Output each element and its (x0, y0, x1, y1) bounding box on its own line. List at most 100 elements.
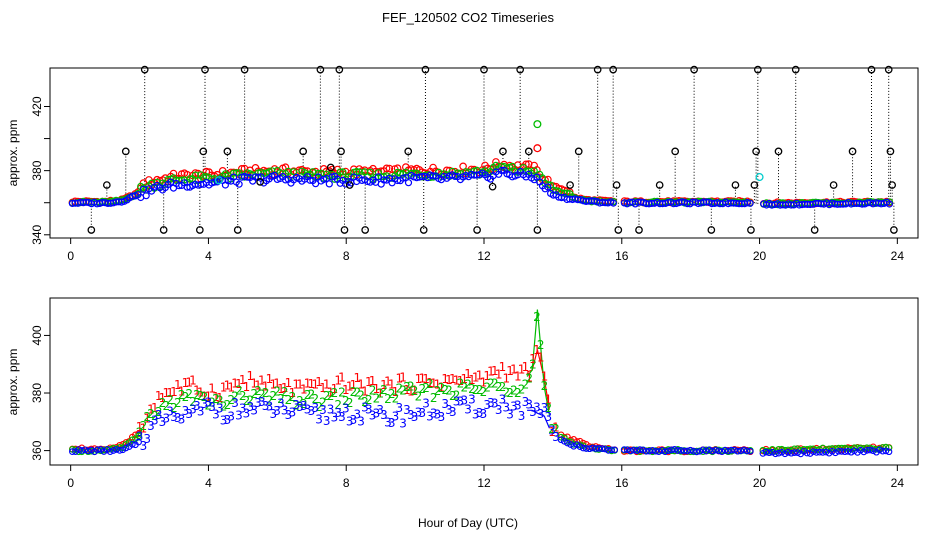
bottom-digit-marker-series-3: 3 (464, 403, 472, 417)
bottom-digit-marker-series-2: 2 (250, 387, 258, 401)
bottom-digit-marker-series-1: 1 (262, 380, 270, 394)
bottom-digit-marker-series-2: 2 (460, 380, 468, 394)
bottom-digit-marker-series-2: 2 (289, 390, 297, 404)
top-point-series-1 (202, 167, 211, 176)
bottom-digit-marker-series-1: 1 (533, 343, 541, 357)
top-y-axis: 340 380 420 (30, 96, 50, 245)
bottom-digit-marker-series-1: 1 (510, 362, 518, 376)
bottom-point-series-3 (693, 448, 701, 456)
bottom-digit-marker-series-2: 2 (384, 392, 392, 406)
bottom-digit-marker-series-2: 2 (243, 394, 251, 408)
bottom-digit-marker-series-3: 3 (273, 404, 281, 418)
bottom-digit-marker-series-1: 1 (220, 381, 228, 395)
bottom-digit-marker-series-2: 2 (548, 422, 556, 436)
bottom-point-series-3 (582, 445, 590, 452)
bottom-digit-marker-series-1: 1 (311, 378, 319, 392)
bottom-point-series-3 (116, 447, 124, 454)
bottom-digit-marker-series-1: 1 (411, 383, 419, 397)
bottom-digit-marker-series-3: 3 (395, 401, 403, 415)
bottom-digit-marker-series-3: 3 (418, 406, 426, 420)
bottom-digit-marker-series-2: 2 (361, 395, 369, 409)
top-point-series-3 (885, 200, 894, 208)
bottom-digit-marker-series-2: 2 (338, 386, 346, 400)
bottom-digit-marker-series-1: 1 (193, 383, 201, 397)
bottom-point-series-3 (69, 448, 76, 455)
bottom-digit-marker-series-1: 1 (407, 384, 415, 398)
bottom-digit-marker-series-1: 1 (246, 369, 254, 383)
bottom-point-series-2 (557, 433, 565, 441)
bottom-digit-marker-series-3: 3 (449, 405, 457, 419)
bottom-digit-marker-series-2: 2 (537, 338, 545, 352)
bottom-digit-marker-series-2: 2 (140, 419, 148, 433)
bottom-digit-marker-series-2: 2 (544, 401, 552, 415)
bottom-digit-marker-series-1: 1 (422, 372, 430, 386)
bottom-point-series-3 (680, 447, 688, 455)
bottom-digit-marker-series-1: 1 (277, 382, 285, 396)
top-reference-point (419, 226, 428, 234)
bottom-point-series-3 (627, 447, 634, 455)
bottom-digit-marker-series-2: 2 (353, 386, 361, 400)
top-reference-point (635, 226, 643, 234)
bottom-digit-marker-series-3: 3 (376, 403, 384, 417)
bottom-digit-marker-series-3: 3 (525, 397, 533, 411)
bottom-digit-marker-series-2: 2 (510, 384, 518, 398)
bottom-point-series-3 (759, 450, 767, 457)
bottom-point-series-3 (819, 449, 827, 456)
bottom-digit-marker-series-1: 1 (243, 380, 251, 394)
bottom-point-series-3 (743, 447, 751, 455)
top-point-series-3 (404, 179, 413, 187)
bottom-point-series-2 (570, 441, 578, 448)
bottom-point-series-3 (87, 446, 95, 454)
bottom-digit-marker-series-2: 2 (411, 384, 419, 398)
bottom-digit-marker-series-3: 3 (514, 398, 522, 412)
bottom-digit-marker-series-1: 1 (541, 370, 549, 384)
bottom-point-series-3 (828, 447, 836, 455)
bottom-point-series-3 (866, 446, 874, 454)
top-reference-point (707, 226, 716, 234)
top-reference-point (747, 226, 755, 234)
bottom-digit-marker-series-2: 2 (422, 381, 430, 395)
bottom-digit-marker-series-2: 2 (311, 392, 319, 406)
top-reference-point (299, 147, 308, 156)
bottom-point-series-3 (674, 447, 682, 454)
bottom-digit-marker-series-2: 2 (434, 384, 442, 398)
bottom-digit-marker-series-3: 3 (518, 409, 526, 423)
bottom-digit-marker-series-3: 3 (311, 401, 319, 415)
bottom-digit-marker-series-1: 1 (376, 387, 384, 401)
top-reference-point (121, 147, 130, 156)
top-outlier-point (214, 176, 223, 185)
bottom-digit-marker-series-2: 2 (216, 393, 224, 407)
top-point-series-3 (451, 172, 459, 180)
top-reference-point (223, 147, 232, 156)
bottom-point-series-3 (605, 447, 612, 454)
bottom-y-axis: 360 380 400 (30, 325, 50, 461)
top-points (68, 65, 898, 234)
bottom-digit-marker-series-2: 2 (227, 393, 235, 407)
bottom-digit-marker-series-2: 2 (174, 396, 182, 410)
top-point-series-2 (530, 167, 538, 175)
bottom-digit-marker-series-1: 1 (143, 412, 151, 426)
top-point-series-3 (312, 180, 320, 188)
bottom-digit-marker-series-1: 1 (258, 374, 266, 388)
bottom-point-series-3 (636, 446, 644, 453)
bottom-digit-marker-series-1: 1 (231, 376, 239, 390)
bottom-digit-marker-series-3: 3 (502, 401, 510, 415)
top-point-series-2 (290, 168, 298, 176)
bottom-digit-marker-series-1: 1 (319, 381, 327, 395)
top-reference-point (499, 147, 507, 156)
bottom-digit-marker-series-1: 1 (346, 380, 354, 394)
bottom-digit-marker-series-1: 1 (315, 375, 323, 389)
bottom-digit-marker-series-2: 2 (426, 377, 434, 391)
bottom-point-series-2 (135, 432, 142, 440)
bottom-point-series-3 (94, 446, 101, 454)
bottom-digit-marker-series-1: 1 (147, 403, 155, 417)
bottom-digit-marker-series-3: 3 (285, 408, 293, 422)
top-reference-point (480, 65, 488, 74)
bottom-point-series-3 (642, 447, 650, 455)
bottom-digit-marker-series-2: 2 (346, 396, 354, 410)
bottom-digit-marker-series-3: 3 (544, 410, 552, 424)
bottom-digit-marker-series-3: 3 (380, 408, 388, 422)
bottom-digit-marker-series-2: 2 (136, 425, 144, 439)
top-panel: 0 4 8 12 16 20 24 340 380 420 approx. ppm (6, 65, 919, 263)
